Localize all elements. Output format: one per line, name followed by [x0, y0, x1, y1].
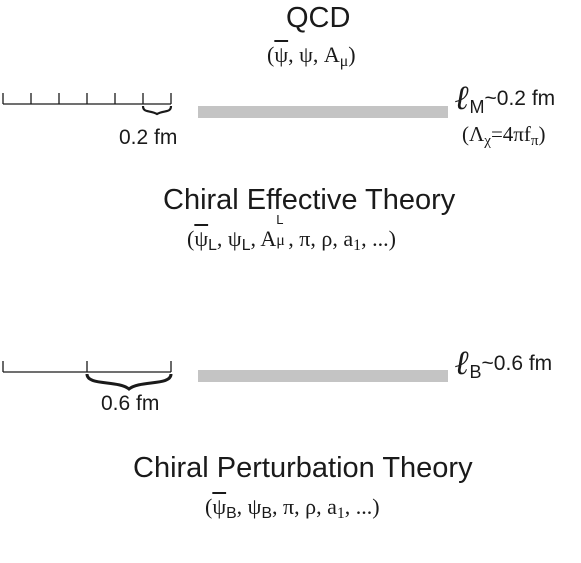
ell-symbol-b: ℓ	[455, 343, 470, 383]
cet-rest: , π, ρ, a	[288, 226, 354, 251]
bottom-scale-label: 0.6 fm	[101, 392, 160, 415]
cet-l-sup: L	[276, 212, 284, 227]
bottom-gray-bar	[198, 370, 448, 382]
cet-a: A	[260, 226, 277, 251]
top-brace	[141, 105, 173, 116]
cet-l-sub-1: L	[208, 236, 217, 254]
cpt-a1-sub: 1	[336, 504, 345, 522]
cpt-rest: , π, ρ, a	[272, 494, 337, 519]
lambda-symbol: Λ	[469, 122, 485, 146]
qcd-a: A	[323, 42, 340, 67]
qcd-psi: ψ	[299, 42, 313, 67]
cpt-b-sub-1: B	[226, 504, 237, 522]
bottom-ell-value: ~0.6 fm	[481, 352, 553, 375]
cet-dots: , ...)	[361, 226, 396, 251]
lambda-eq: =4πf	[490, 122, 531, 146]
top-ell-value: ~0.2 fm	[484, 87, 556, 110]
top-ruler	[2, 93, 172, 105]
chiral-perturbation-theory-title: Chiral Perturbation Theory	[133, 452, 473, 484]
lambda-chi: (Λχ=4πfπ)	[462, 122, 546, 149]
qcd-title: QCD	[286, 2, 351, 34]
cpt-dots: , ...)	[344, 494, 380, 519]
chiral-perturbation-fields: (ψB, ψB, π, ρ, a1, ...)	[205, 494, 380, 522]
cpt-psi: ψ	[247, 494, 262, 519]
ell-symbol: ℓ	[455, 78, 470, 118]
cet-psi: ψ	[227, 226, 242, 251]
cpt-psi-bar: ψ	[212, 494, 227, 519]
cet-a1-sub: 1	[353, 236, 362, 254]
top-gray-bar	[198, 106, 448, 118]
ell-sub-b: B	[469, 362, 482, 382]
top-scale-label: 0.2 fm	[119, 126, 178, 149]
top-length-scale: ℓM~0.2 fm	[455, 78, 555, 118]
cet-l-sub-2: L	[241, 236, 251, 254]
qcd-mu: μ	[339, 52, 349, 70]
qcd-psi-bar: ψ	[274, 42, 289, 67]
cet-mu-sub: μ	[276, 232, 285, 249]
qcd-fields: (ψ, ψ, Aμ)	[267, 42, 356, 70]
bottom-ruler	[2, 361, 172, 373]
bottom-brace	[85, 373, 173, 391]
bottom-length-scale: ℓB~0.6 fm	[455, 343, 552, 383]
lambda-sub: χ	[484, 132, 491, 149]
chiral-effective-theory-title: Chiral Effective Theory	[163, 184, 456, 216]
cpt-b-sub-2: B	[261, 504, 273, 522]
f-pi-sub: π	[530, 132, 539, 149]
cet-psi-bar: ψ	[194, 226, 209, 251]
ell-sub-m: M	[469, 97, 485, 117]
